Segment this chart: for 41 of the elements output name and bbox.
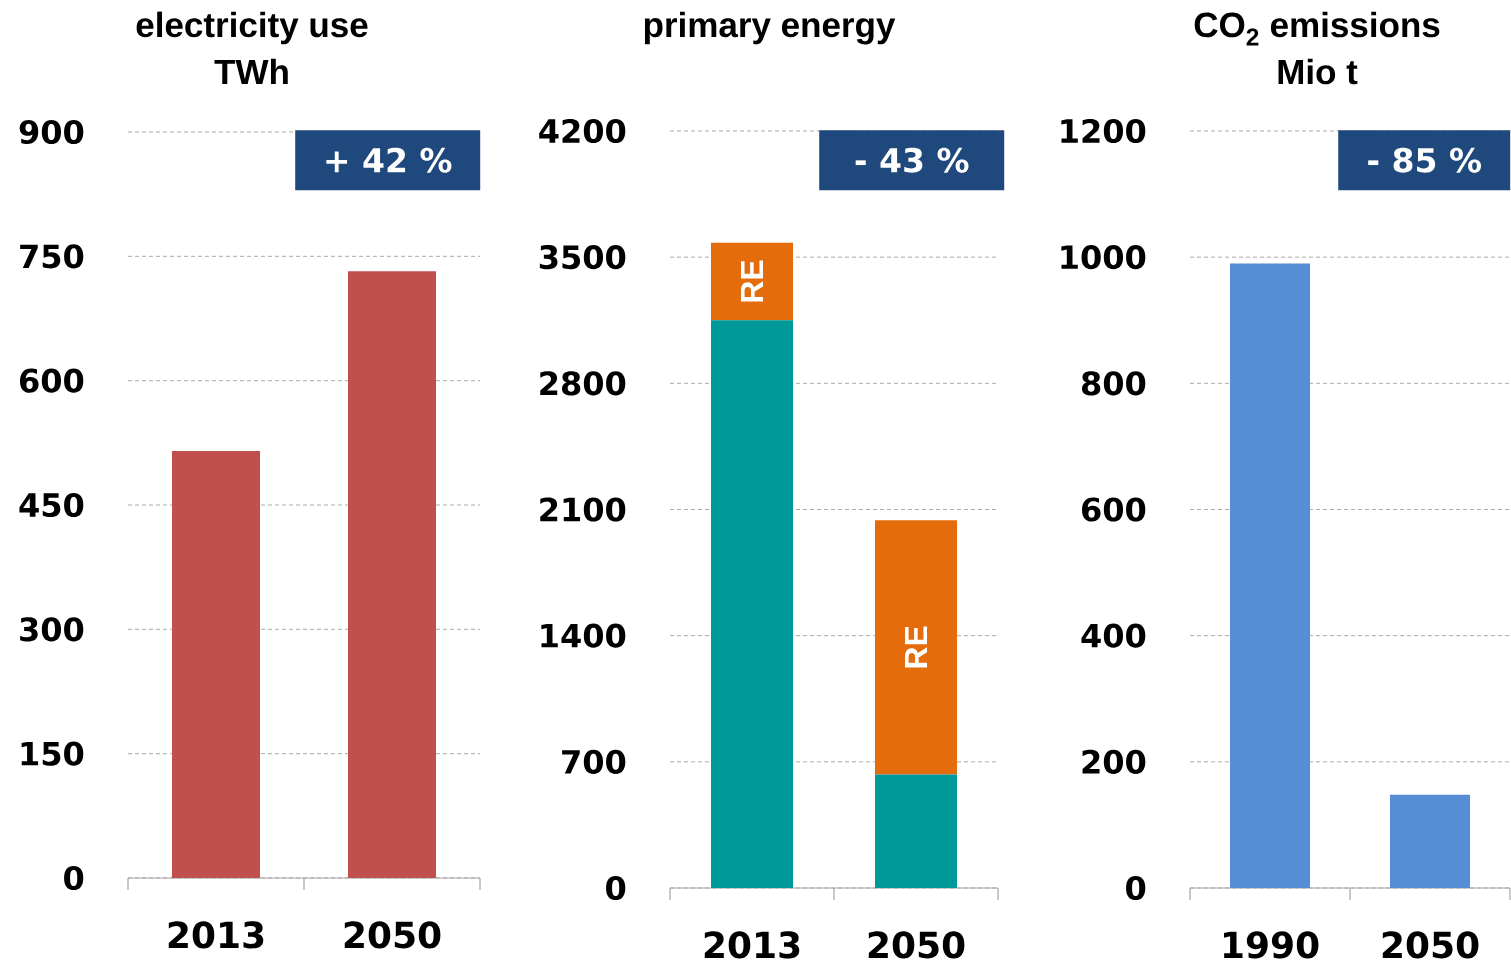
y-tick-label: 300: [20, 617, 84, 642]
y-tick-label: 700: [562, 749, 626, 774]
chart-title: electricity use: [136, 11, 368, 45]
bar: [875, 520, 958, 775]
x-tick-label: 1990: [1223, 931, 1319, 959]
y-tick-label: 0: [1126, 875, 1146, 901]
bar: [875, 774, 958, 888]
y-tick-label: 2100: [540, 497, 626, 522]
x-tick-label: 2013: [704, 931, 800, 959]
y-tick-label: 3500: [539, 245, 626, 270]
y-tick-label: 0: [606, 875, 626, 901]
x-tick-label: 2013: [168, 921, 264, 949]
annotation: - 43 %: [855, 147, 969, 173]
y-tick-label: 200: [1082, 749, 1146, 774]
y-tick-label: 1200: [1061, 118, 1146, 144]
y-tick-label: 600: [1082, 497, 1146, 522]
chart-subtitle: Mio t: [1278, 58, 1358, 85]
x-tick-label: 2050: [1382, 931, 1479, 959]
x-tick-label: 2050: [344, 921, 441, 949]
y-tick-label: 400: [1081, 623, 1146, 648]
y-tick-label: 4200: [539, 118, 626, 144]
y-tick-label: 600: [20, 368, 84, 393]
annotation: + 42 %: [326, 147, 452, 173]
chart-subtitle: TWh: [214, 58, 288, 84]
y-tick-label: 800: [1081, 371, 1146, 396]
y-tick-label: 1000: [1061, 245, 1146, 270]
x-tick-label: 2050: [868, 931, 965, 959]
chart-title: CO$_{2}$ emissions: [1194, 11, 1440, 46]
y-tick-label: 900: [19, 119, 84, 145]
series-label: RE: [741, 260, 764, 302]
text: RE: [905, 626, 928, 668]
y-tick-label: 1400: [541, 623, 626, 648]
y-tick-label: 450: [19, 492, 84, 518]
annotation: - 85 %: [1368, 147, 1481, 173]
y-tick-label: 0: [64, 865, 84, 891]
y-tick-label: 750: [20, 244, 84, 269]
y-tick-label: 150: [21, 741, 84, 766]
bar: [711, 320, 794, 888]
y-tick-label: 2800: [540, 371, 626, 396]
chart-title: primary energy: [644, 11, 896, 45]
bar: [711, 242, 794, 321]
